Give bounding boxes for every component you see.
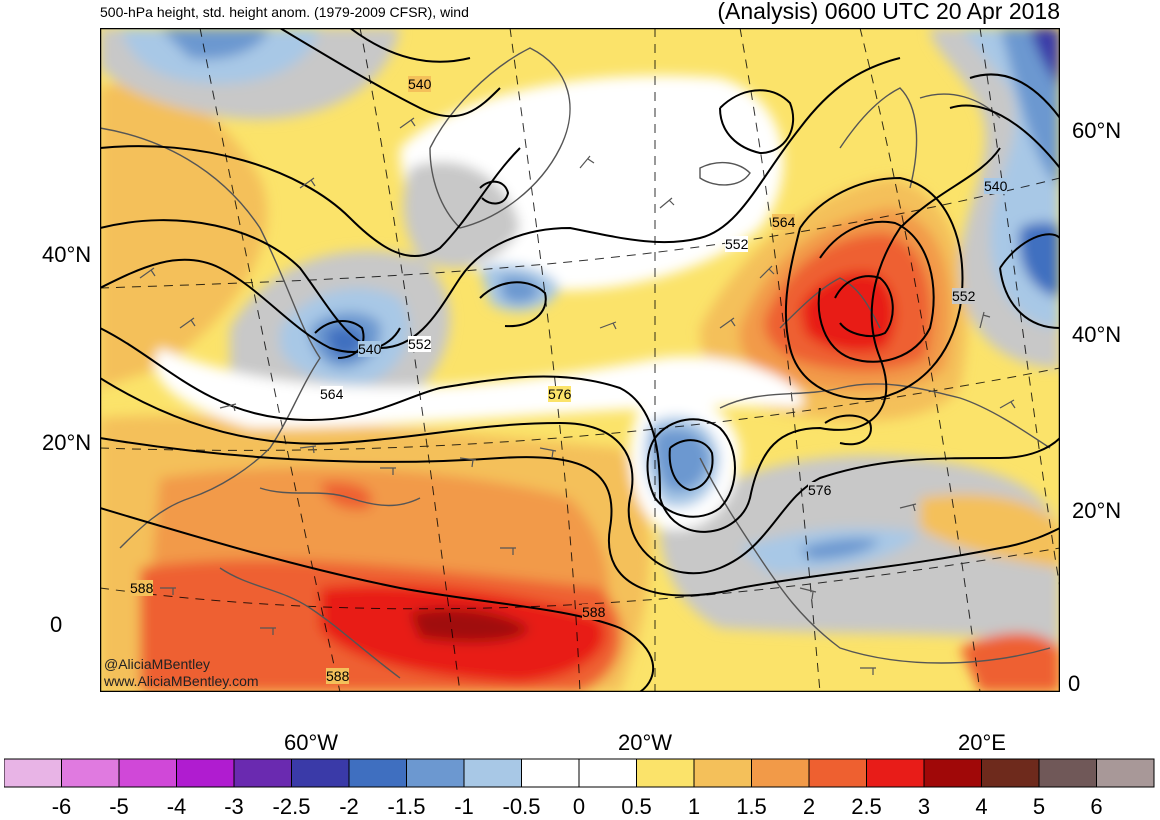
contour-label: 552 <box>952 288 976 304</box>
colorbar-tick-label: 0 <box>572 794 586 819</box>
colorbar-swatch <box>693 758 752 788</box>
colorbar-swatch <box>118 758 177 788</box>
contour-label: 564 <box>320 386 344 402</box>
contour-label: 540 <box>984 178 1008 194</box>
contour-label: 540 <box>408 76 432 92</box>
colorbar-swatch <box>578 758 637 788</box>
colorbar-tick-label: -4 <box>166 794 187 819</box>
colorbar-tick-label: 4 <box>975 794 988 819</box>
colorbar-swatch <box>233 758 292 788</box>
colorbar-tick-label: 0.5 <box>621 794 652 819</box>
colorbar <box>3 758 1156 793</box>
lon-label: 60°W <box>284 730 339 755</box>
colorbar-swatch <box>348 758 407 788</box>
colorbar-tick-label: 2.5 <box>851 794 882 819</box>
colorbar-tick-label: 1.5 <box>736 794 767 819</box>
contour-label: 588 <box>582 604 606 620</box>
contour-label: 552 <box>725 236 749 252</box>
colorbar-swatch <box>1096 758 1155 788</box>
colorbar-swatch <box>1038 758 1097 788</box>
colorbar-swatch <box>866 758 925 788</box>
contour-label: 552 <box>408 336 432 352</box>
colorbar-tick-label: -5 <box>109 794 129 819</box>
colorbar-tick-label: -0.5 <box>502 794 541 819</box>
colorbar-swatch <box>176 758 235 788</box>
colorbar-swatch <box>463 758 522 788</box>
colorbar-swatches <box>3 758 1155 788</box>
colorbar-swatch <box>406 758 465 788</box>
colorbar-tick-label: -1.5 <box>387 794 426 819</box>
colorbar-swatch <box>61 758 120 788</box>
colorbar-tick-label: 1 <box>687 794 701 819</box>
lon-label: 20°W <box>618 730 673 755</box>
colorbar-swatch <box>923 758 982 788</box>
credit-website: www.AliciaMBentley.com <box>104 673 259 689</box>
contour-label: 540 <box>358 341 382 357</box>
lat-label-left: 0 <box>50 612 63 637</box>
map-panel: 540 564 552 540 552 564 576 552 540 576 … <box>100 28 1060 692</box>
contour-label: 588 <box>130 580 154 596</box>
lat-label-right: 0 <box>1068 671 1081 696</box>
credit-handle: @AliciaMBentley <box>104 656 211 672</box>
colorbar-tick-label: -1 <box>454 794 474 819</box>
lat-label-right: 40°N <box>1072 322 1122 347</box>
map-canvas <box>100 28 1060 692</box>
colorbar-tick-label: -3 <box>224 794 244 819</box>
lat-label-right: 60°N <box>1072 118 1122 143</box>
colorbar-tick-label: 6 <box>1090 794 1103 819</box>
colorbar-swatch <box>981 758 1040 788</box>
map-valid-time: (Analysis) 0600 UTC 20 Apr 2018 <box>717 0 1060 24</box>
colorbar-swatch <box>636 758 695 788</box>
lat-label-left: 40°N <box>42 242 92 267</box>
contour-label: 576 <box>548 386 572 402</box>
colorbar-tick-label: -2.5 <box>272 794 311 819</box>
colorbar-tick-label: -2 <box>339 794 359 819</box>
colorbar-swatch <box>521 758 580 788</box>
colorbar-swatch <box>3 758 62 788</box>
colorbar-swatch <box>291 758 350 788</box>
lat-label-left: 20°N <box>42 430 92 455</box>
contour-label: 576 <box>808 482 832 498</box>
colorbar-tick-label: 5 <box>1032 794 1046 819</box>
contour-label: 564 <box>772 214 796 230</box>
colorbar-swatch <box>808 758 867 788</box>
map-title: 500-hPa height, std. height anom. (1979-… <box>100 4 469 20</box>
lat-label-right: 20°N <box>1072 498 1122 523</box>
contour-label: 588 <box>326 668 350 684</box>
colorbar-swatch <box>751 758 810 788</box>
colorbar-tick-label: 3 <box>917 794 931 819</box>
colorbar-tick-label: 2 <box>802 794 816 819</box>
lon-label: 20°E <box>958 730 1006 755</box>
colorbar-tick-label: -6 <box>51 794 72 819</box>
